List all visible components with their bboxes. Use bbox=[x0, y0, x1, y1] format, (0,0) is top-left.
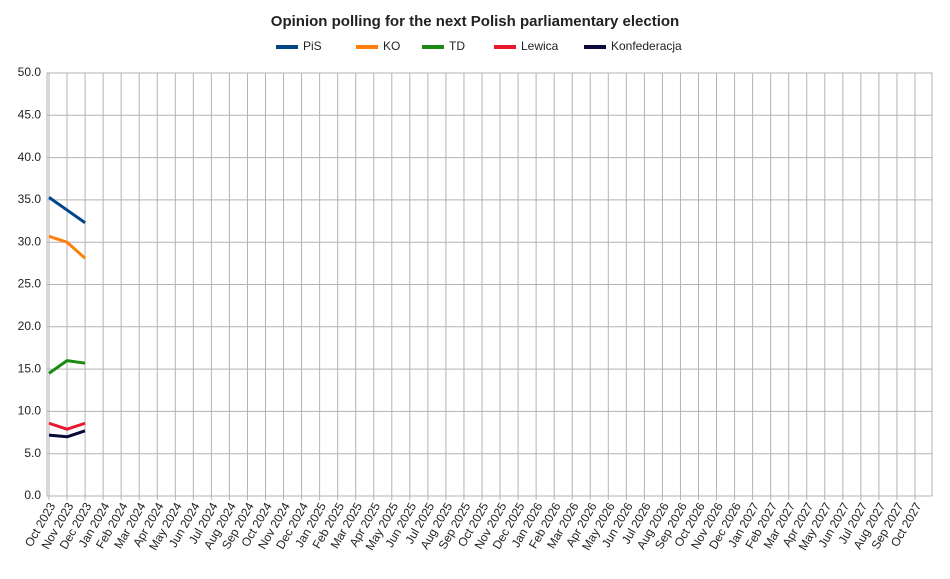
y-tick-label: 40.0 bbox=[18, 150, 42, 164]
series-line bbox=[48, 429, 86, 439]
legend-label: PiS bbox=[303, 39, 322, 53]
legend-label: KO bbox=[383, 39, 400, 53]
legend-label: Konfederacja bbox=[611, 39, 682, 53]
y-tick-label: 20.0 bbox=[18, 319, 42, 333]
series-line bbox=[48, 234, 87, 260]
series-line bbox=[48, 196, 86, 224]
legend-label: Lewica bbox=[521, 39, 559, 53]
y-tick-label: 45.0 bbox=[18, 107, 42, 121]
y-tick-label: 5.0 bbox=[24, 446, 41, 460]
legend-label: TD bbox=[449, 39, 465, 53]
y-tick-label: 0.0 bbox=[24, 488, 41, 502]
y-tick-label: 10.0 bbox=[18, 404, 42, 418]
y-tick-label: 30.0 bbox=[18, 234, 42, 248]
y-tick-label: 50.0 bbox=[18, 65, 42, 79]
y-tick-label: 25.0 bbox=[18, 277, 42, 291]
y-tick-label: 35.0 bbox=[18, 192, 42, 206]
series-line bbox=[48, 421, 86, 431]
series-line bbox=[48, 359, 86, 375]
y-tick-label: 15.0 bbox=[18, 361, 42, 375]
chart-title: Opinion polling for the next Polish parl… bbox=[271, 13, 679, 30]
